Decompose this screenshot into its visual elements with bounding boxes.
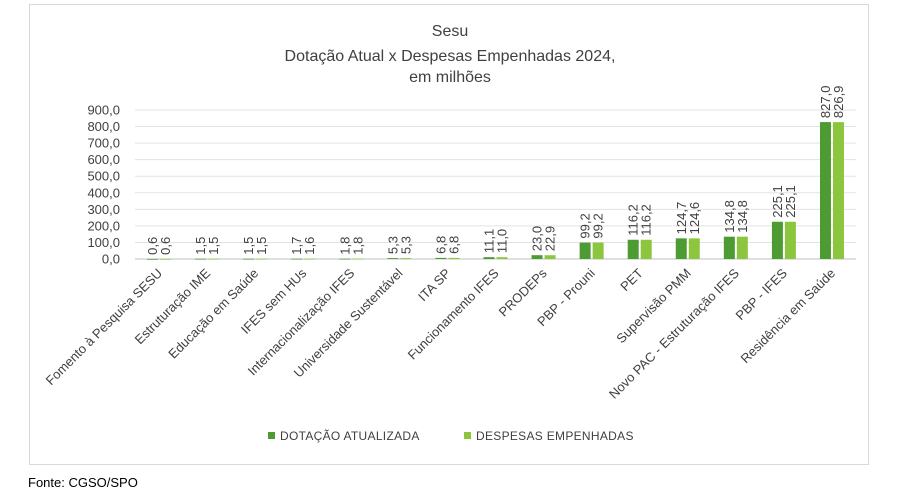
legend-swatch xyxy=(464,432,471,439)
bar-despesas xyxy=(688,238,700,259)
bar-dotacao xyxy=(387,258,399,259)
data-label: 99,2 xyxy=(591,213,606,238)
data-label: 0,6 xyxy=(145,237,160,255)
y-tick-label: 0,0 xyxy=(102,252,120,267)
y-tick-label: 200,0 xyxy=(87,218,120,233)
legend-swatch xyxy=(268,432,275,439)
bar-despesas xyxy=(496,257,508,259)
bar-despesas xyxy=(400,258,412,259)
y-tick-label: 900,0 xyxy=(87,103,120,118)
bar-dotacao xyxy=(723,236,735,259)
data-label: 1,6 xyxy=(302,237,317,255)
bar-dotacao xyxy=(627,239,639,259)
chart-title-line: Sesu xyxy=(432,23,468,40)
bar-dotacao xyxy=(819,122,831,259)
data-label: 225,1 xyxy=(770,185,785,218)
data-label: 225,1 xyxy=(783,185,798,218)
bar-despesas xyxy=(448,257,460,259)
data-label: 134,8 xyxy=(722,200,737,233)
bar-despesas xyxy=(832,122,844,259)
bar-dotacao xyxy=(291,258,303,260)
category-label: ITA SP xyxy=(415,266,454,305)
data-label: 5,3 xyxy=(398,236,413,254)
data-label: 116,2 xyxy=(639,204,654,236)
data-label: 1,8 xyxy=(337,237,352,255)
bar-dotacao xyxy=(675,238,687,259)
chart-frame: Sesu Dotação Atual x Despesas Empenhadas … xyxy=(29,4,869,465)
legend-label: DESPESAS EMPENHADAS xyxy=(476,429,634,443)
data-label: 124,6 xyxy=(687,202,702,235)
chart-title-line: Dotação Atual x Despesas Empenhadas 2024… xyxy=(285,48,616,65)
bar-dotacao xyxy=(339,258,351,260)
y-tick-label: 100,0 xyxy=(87,235,120,250)
bar-dotacao xyxy=(531,255,543,259)
bar-despesas xyxy=(736,236,748,259)
data-label: 827,0 xyxy=(818,86,833,119)
data-label: 22,9 xyxy=(543,226,558,251)
bar-dotacao xyxy=(195,258,207,260)
data-label: 23,0 xyxy=(530,226,545,251)
y-tick-label: 700,0 xyxy=(87,136,120,151)
category-label: PET xyxy=(617,265,646,294)
bar-despesas xyxy=(352,258,364,260)
bar-despesas xyxy=(544,255,556,259)
chart: Sesu Dotação Atual x Despesas Empenhadas … xyxy=(43,23,856,443)
bar-despesas xyxy=(256,258,268,260)
data-label: 116,2 xyxy=(626,204,641,236)
data-label: 1,7 xyxy=(289,237,304,255)
bar-dotacao xyxy=(435,257,447,259)
category-label: Residência em Saúde xyxy=(738,266,839,367)
bar-dotacao xyxy=(243,258,255,260)
data-label: 1,5 xyxy=(241,237,256,255)
data-label: 1,8 xyxy=(350,237,365,255)
data-label: 124,7 xyxy=(674,202,689,235)
data-label: 99,2 xyxy=(578,213,593,238)
data-label: 0,6 xyxy=(158,237,173,255)
chart-title-line: em milhões xyxy=(409,69,491,86)
data-label: 1,5 xyxy=(254,237,269,255)
data-label: 6,8 xyxy=(446,236,461,254)
y-tick-label: 300,0 xyxy=(87,202,120,217)
y-tick-label: 600,0 xyxy=(87,152,120,167)
bar-despesas xyxy=(640,239,652,259)
bar-dotacao xyxy=(771,221,783,259)
bar-dotacao xyxy=(483,257,495,259)
data-label: 1,5 xyxy=(206,237,221,255)
y-tick-label: 400,0 xyxy=(87,185,120,200)
y-tick-label: 800,0 xyxy=(87,119,120,134)
bar-despesas xyxy=(784,221,796,259)
category-label: Educação em Saúde xyxy=(165,266,261,362)
data-label: 11,0 xyxy=(495,229,510,253)
bar-dotacao xyxy=(579,242,591,259)
bar-despesas xyxy=(304,258,316,260)
bar-dotacao xyxy=(147,258,159,260)
data-label: 11,1 xyxy=(482,229,497,253)
bar-despesas xyxy=(208,258,220,260)
data-label: 5,3 xyxy=(385,236,400,254)
data-label: 6,8 xyxy=(433,236,448,254)
data-label: 826,9 xyxy=(831,86,846,119)
bar-despesas xyxy=(160,258,172,260)
source-note: Fonte: CGSO/SPO xyxy=(28,475,138,490)
bar-despesas xyxy=(592,242,604,259)
legend-label: DOTAÇÃO ATUALIZADA xyxy=(280,429,420,443)
data-label: 134,8 xyxy=(735,200,750,233)
data-label: 1,5 xyxy=(193,237,208,255)
y-tick-label: 500,0 xyxy=(87,169,120,184)
category-label: Funcionamento IFES xyxy=(405,265,502,362)
